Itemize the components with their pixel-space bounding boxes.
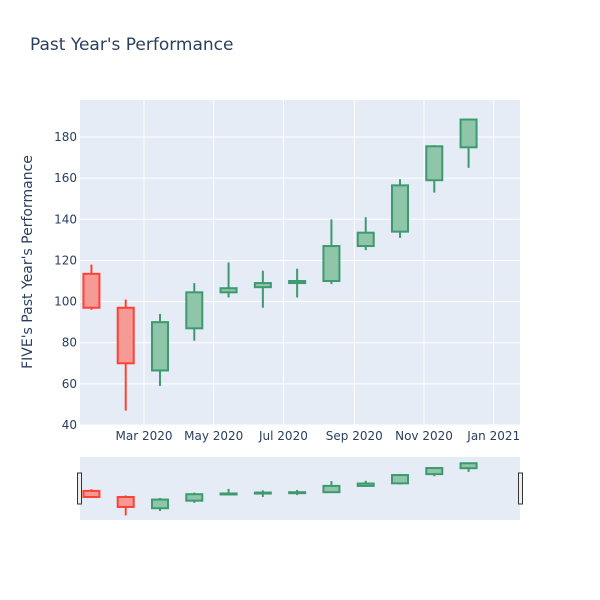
- mini-candle-body: [116, 495, 135, 508]
- mini-candle[interactable]: [116, 495, 135, 516]
- candle[interactable]: [151, 313, 169, 386]
- range-slider-handle-right[interactable]: [518, 472, 523, 505]
- range-slider[interactable]: [77, 457, 523, 520]
- y-tick-label: 180: [54, 130, 77, 144]
- candle[interactable]: [116, 299, 135, 411]
- candle-body: [288, 280, 307, 285]
- mini-candle-body: [219, 492, 238, 496]
- candles-mini: [82, 462, 478, 516]
- candle-body: [356, 231, 375, 248]
- x-tick-label: Nov 2020: [395, 429, 453, 443]
- mini-candle[interactable]: [82, 489, 101, 498]
- x-tick-labels: Mar 2020 May 2020 Jul 2020 Sep 2020 Nov 2020…: [116, 429, 521, 443]
- mini-candle-body: [425, 467, 444, 476]
- candle[interactable]: [322, 219, 341, 285]
- mini-candle[interactable]: [151, 498, 169, 511]
- candle[interactable]: [185, 283, 204, 341]
- candle[interactable]: [459, 118, 478, 168]
- candle[interactable]: [288, 268, 307, 298]
- mini-candle-body: [82, 489, 101, 498]
- candle[interactable]: [425, 145, 444, 193]
- y-tick-label: 140: [54, 212, 77, 226]
- candle-body: [391, 184, 409, 233]
- y-tick-label: 40: [62, 418, 77, 432]
- candle-body: [425, 145, 444, 182]
- mini-candle-body: [151, 498, 169, 510]
- mini-candle-body: [185, 493, 204, 502]
- mini-candle-body: [322, 484, 341, 494]
- mini-candle-body: [391, 474, 409, 485]
- range-slider-track[interactable]: [80, 457, 520, 520]
- mini-candle[interactable]: [459, 462, 478, 472]
- x-tick-label: Jan 2021: [466, 429, 520, 443]
- x-tick-label: Sep 2020: [326, 429, 383, 443]
- mini-candle[interactable]: [253, 490, 272, 497]
- mini-candle-body: [459, 462, 478, 470]
- candle[interactable]: [391, 179, 409, 238]
- y-tick-labels: 40 60 80 100 120 140 160 180: [54, 130, 77, 432]
- range-slider-handle-left[interactable]: [77, 472, 82, 505]
- x-tick-label: Jul 2020: [258, 429, 308, 443]
- mini-candle[interactable]: [425, 467, 444, 477]
- x-tick-label: May 2020: [184, 429, 243, 443]
- y-tick-label: 60: [62, 377, 77, 391]
- candle-body: [116, 306, 135, 365]
- mini-candle[interactable]: [185, 492, 204, 503]
- candle[interactable]: [253, 270, 272, 308]
- candle-body: [322, 245, 341, 283]
- mini-candle[interactable]: [391, 473, 409, 485]
- y-axis-label: FIVE's Past Year's Performance: [20, 155, 36, 369]
- mini-candle-body: [288, 491, 307, 495]
- x-tick-label: Mar 2020: [116, 429, 173, 443]
- candle[interactable]: [82, 264, 101, 310]
- candle-body: [82, 272, 101, 309]
- y-tick-label: 80: [62, 336, 77, 350]
- mini-candle[interactable]: [288, 489, 307, 496]
- plot-area[interactable]: [80, 100, 520, 425]
- candle[interactable]: [219, 262, 238, 298]
- mini-candle[interactable]: [322, 481, 341, 494]
- y-tick-label: 120: [54, 253, 77, 267]
- mini-candle-body: [253, 491, 272, 495]
- candle-body: [459, 118, 478, 149]
- y-tick-label: 160: [54, 171, 77, 185]
- candles-main: [82, 118, 478, 411]
- mini-candle[interactable]: [219, 488, 238, 496]
- x-gridlines: [143, 100, 495, 425]
- candle-body: [253, 282, 272, 289]
- candle[interactable]: [356, 217, 375, 251]
- mini-candle-body: [356, 482, 375, 487]
- candle-body: [151, 321, 169, 372]
- y-tick-label: 100: [54, 295, 77, 309]
- chart-title: Past Year's Performance: [30, 35, 234, 55]
- candle-body: [185, 291, 204, 330]
- mini-candle[interactable]: [356, 480, 375, 487]
- candle-body: [219, 287, 238, 294]
